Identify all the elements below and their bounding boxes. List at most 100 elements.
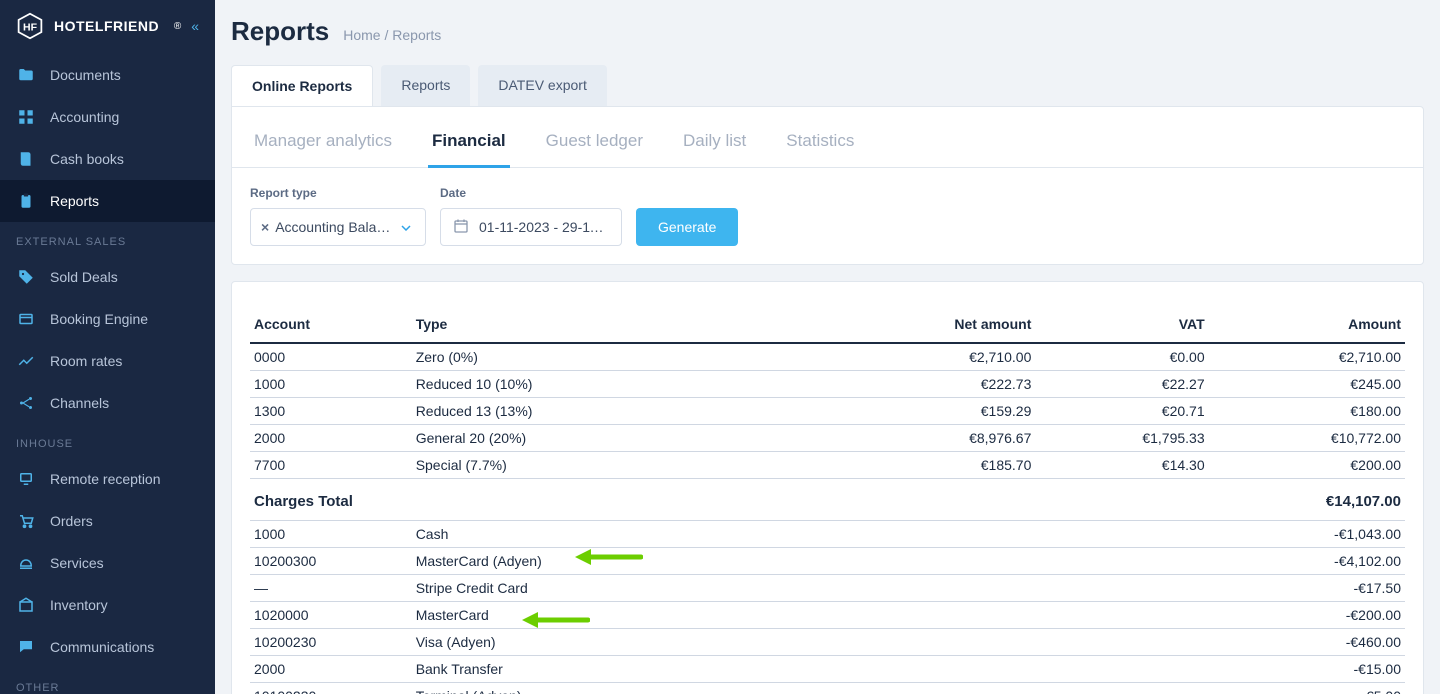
sidebar-item-label: Documents (50, 67, 121, 83)
chevron-down-icon (401, 220, 411, 234)
date-group: Date 01-11-2023 - 29-11-2… (440, 186, 622, 246)
sidebar-item-documents[interactable]: Documents (0, 54, 215, 96)
engine-icon (16, 309, 36, 329)
table-row: 2000Bank Transfer-€15.00 (250, 656, 1405, 683)
cell-amount: €245.00 (1209, 371, 1405, 398)
calendar-icon (453, 218, 469, 237)
cell-account: 2000 (250, 425, 412, 452)
sidebar-item-remote-reception[interactable]: Remote reception (0, 458, 215, 500)
sidebar-item-accounting[interactable]: Accounting (0, 96, 215, 138)
cell-amount: -€1,043.00 (1209, 521, 1405, 548)
sidebar-item-label: Remote reception (50, 471, 161, 487)
report-type-group: Report type × Accounting Balan… (250, 186, 426, 246)
sidebar-item-label: Room rates (50, 353, 122, 369)
col-amount: Amount (1209, 306, 1405, 343)
cell-account: 2000 (250, 656, 412, 683)
sidebar-item-label: Booking Engine (50, 311, 148, 327)
cell-vat (1035, 548, 1208, 575)
sidebar-item-orders[interactable]: Orders (0, 500, 215, 542)
cell-type: General 20 (20%) (412, 425, 828, 452)
report-table: Account Type Net amount VAT Amount 0000Z… (250, 306, 1405, 694)
sidebar-section-header: INHOUSE (0, 424, 215, 458)
report-panel: Manager analytics Financial Guest ledger Da… (231, 106, 1424, 265)
report-table-panel: Account Type Net amount VAT Amount 0000Z… (231, 281, 1424, 694)
cell-account: 7700 (250, 452, 412, 479)
sub-tab-manager-analytics[interactable]: Manager analytics (250, 123, 396, 167)
sidebar-item-reports[interactable]: Reports (0, 180, 215, 222)
table-row: 10200230Visa (Adyen)-€460.00 (250, 629, 1405, 656)
channels-icon (16, 393, 36, 413)
sidebar-item-booking-engine[interactable]: Booking Engine (0, 298, 215, 340)
table-row: 1000Reduced 10 (10%)€222.73€22.27€245.00 (250, 371, 1405, 398)
sub-tab-financial[interactable]: Financial (428, 123, 510, 167)
brand-text: HOTELFRIEND (54, 18, 172, 34)
breadcrumb-home[interactable]: Home (343, 27, 380, 43)
top-tab-datev-export[interactable]: DATEV export (478, 65, 606, 106)
cell-vat (1035, 602, 1208, 629)
sidebar-item-services[interactable]: Services (0, 542, 215, 584)
sidebar-item-inventory[interactable]: Inventory (0, 584, 215, 626)
sidebar-section-header: OTHER (0, 668, 215, 694)
date-picker[interactable]: 01-11-2023 - 29-11-2… (440, 208, 622, 246)
rates-icon (16, 351, 36, 371)
sidebar: HF HOTELFRIEND ® « DocumentsAccountingCa… (0, 0, 215, 694)
sub-tabs: Manager analytics Financial Guest ledger Da… (232, 107, 1423, 168)
sidebar-item-room-rates[interactable]: Room rates (0, 340, 215, 382)
cell-type: Reduced 10 (10%) (412, 371, 828, 398)
breadcrumb-sep: / (385, 27, 389, 43)
sidebar-item-label: Cash books (50, 151, 124, 167)
clipboard-icon (16, 191, 36, 211)
sub-tab-daily-list[interactable]: Daily list (679, 123, 750, 167)
sub-tab-guest-ledger[interactable]: Guest ledger (542, 123, 647, 167)
col-vat: VAT (1035, 306, 1208, 343)
cell-vat: €1,795.33 (1035, 425, 1208, 452)
cell-type: Stripe Credit Card (412, 575, 828, 602)
cell-amount: €200.00 (1209, 452, 1405, 479)
cell-net (827, 683, 1035, 694)
services-icon (16, 553, 36, 573)
cell-vat: €0.00 (1035, 343, 1208, 371)
tag-icon (16, 267, 36, 287)
top-tab-online-reports[interactable]: Online Reports (231, 65, 373, 106)
cell-net: €8,976.67 (827, 425, 1035, 452)
collapse-icon[interactable]: « (191, 18, 199, 34)
cell-type: Zero (0%) (412, 343, 828, 371)
charges-total-amount: €14,107.00 (1209, 479, 1405, 521)
book-icon (16, 149, 36, 169)
cell-account: 1020000 (250, 602, 412, 629)
report-type-value: Accounting Balan… (275, 219, 395, 235)
table-row: 1020000MasterCard-€200.00 (250, 602, 1405, 629)
cell-amount: -€5.00 (1209, 683, 1405, 694)
sidebar-item-communications[interactable]: Communications (0, 626, 215, 668)
cell-account: 10100230 (250, 683, 412, 694)
cell-amount: €10,772.00 (1209, 425, 1405, 452)
cell-vat (1035, 521, 1208, 548)
sidebar-item-label: Services (50, 555, 104, 571)
cell-vat: €20.71 (1035, 398, 1208, 425)
cell-vat (1035, 629, 1208, 656)
cell-account: 1000 (250, 521, 412, 548)
sidebar-item-channels[interactable]: Channels (0, 382, 215, 424)
report-controls: Report type × Accounting Balan… Date (232, 168, 1423, 264)
cell-type: Visa (Adyen) (412, 629, 828, 656)
cell-net: €185.70 (827, 452, 1035, 479)
cell-vat (1035, 683, 1208, 694)
sidebar-item-cash-books[interactable]: Cash books (0, 138, 215, 180)
report-type-select[interactable]: × Accounting Balan… (250, 208, 426, 246)
generate-button[interactable]: Generate (636, 208, 738, 246)
table-row: 7700Special (7.7%)€185.70€14.30€200.00 (250, 452, 1405, 479)
cell-amount: €2,710.00 (1209, 343, 1405, 371)
clear-icon[interactable]: × (261, 219, 269, 235)
cell-amount: -€4,102.00 (1209, 548, 1405, 575)
sidebar-item-label: Orders (50, 513, 93, 529)
charges-total-label: Charges Total (250, 479, 1209, 521)
cell-account: 1300 (250, 398, 412, 425)
cell-type: Terminal (Adyen) (412, 683, 828, 694)
sidebar-item-sold-deals[interactable]: Sold Deals (0, 256, 215, 298)
sidebar-item-label: Channels (50, 395, 109, 411)
table-header-row: Account Type Net amount VAT Amount (250, 306, 1405, 343)
page-header: Reports Home / Reports (231, 16, 1424, 47)
sub-tab-statistics[interactable]: Statistics (782, 123, 858, 167)
top-tab-reports[interactable]: Reports (381, 65, 470, 106)
date-value: 01-11-2023 - 29-11-2… (479, 219, 609, 235)
